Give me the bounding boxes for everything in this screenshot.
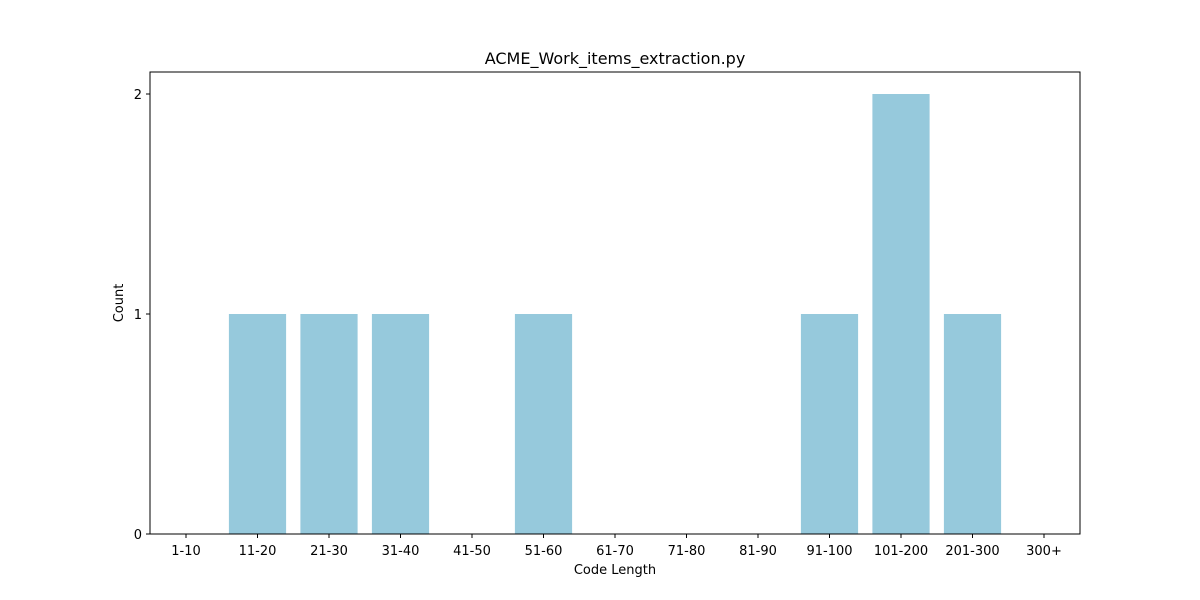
bar-11-20 <box>229 314 286 534</box>
x-tick-label: 81-90 <box>739 544 777 559</box>
x-tick-label: 300+ <box>1026 544 1062 559</box>
x-tick-label: 1-10 <box>171 544 201 559</box>
bar-201-300 <box>944 314 1001 534</box>
x-axis: 1-10 11-20 21-30 31-40 41-50 51-60 61-70 71-80 8… <box>171 534 1062 559</box>
x-tick-label: 31-40 <box>382 544 420 559</box>
x-tick-label: 201-300 <box>945 544 999 559</box>
bar-21-30 <box>300 314 357 534</box>
x-tick-label: 51-60 <box>525 544 563 559</box>
bar-31-40 <box>372 314 429 534</box>
y-axis-label: Count <box>112 284 127 323</box>
bars <box>229 94 1001 534</box>
x-axis-label: Code Length <box>574 563 656 578</box>
x-tick-label: 61-70 <box>596 544 634 559</box>
x-tick-label: 21-30 <box>310 544 348 559</box>
x-tick-label: 41-50 <box>453 544 491 559</box>
y-tick-label: 1 <box>134 308 142 323</box>
y-tick-label: 2 <box>134 88 142 103</box>
bar-101-200 <box>872 94 929 534</box>
y-tick-label: 0 <box>134 528 142 543</box>
chart-title: ACME_Work_items_extraction.py <box>485 49 746 69</box>
x-tick-label: 91-100 <box>806 544 852 559</box>
x-tick-label: 101-200 <box>874 544 928 559</box>
bar-51-60 <box>515 314 572 534</box>
bar-91-100 <box>801 314 858 534</box>
y-axis: 0 1 2 <box>134 88 150 543</box>
x-tick-label: 11-20 <box>239 544 277 559</box>
plot-frame <box>150 72 1080 534</box>
x-tick-label: 71-80 <box>668 544 706 559</box>
